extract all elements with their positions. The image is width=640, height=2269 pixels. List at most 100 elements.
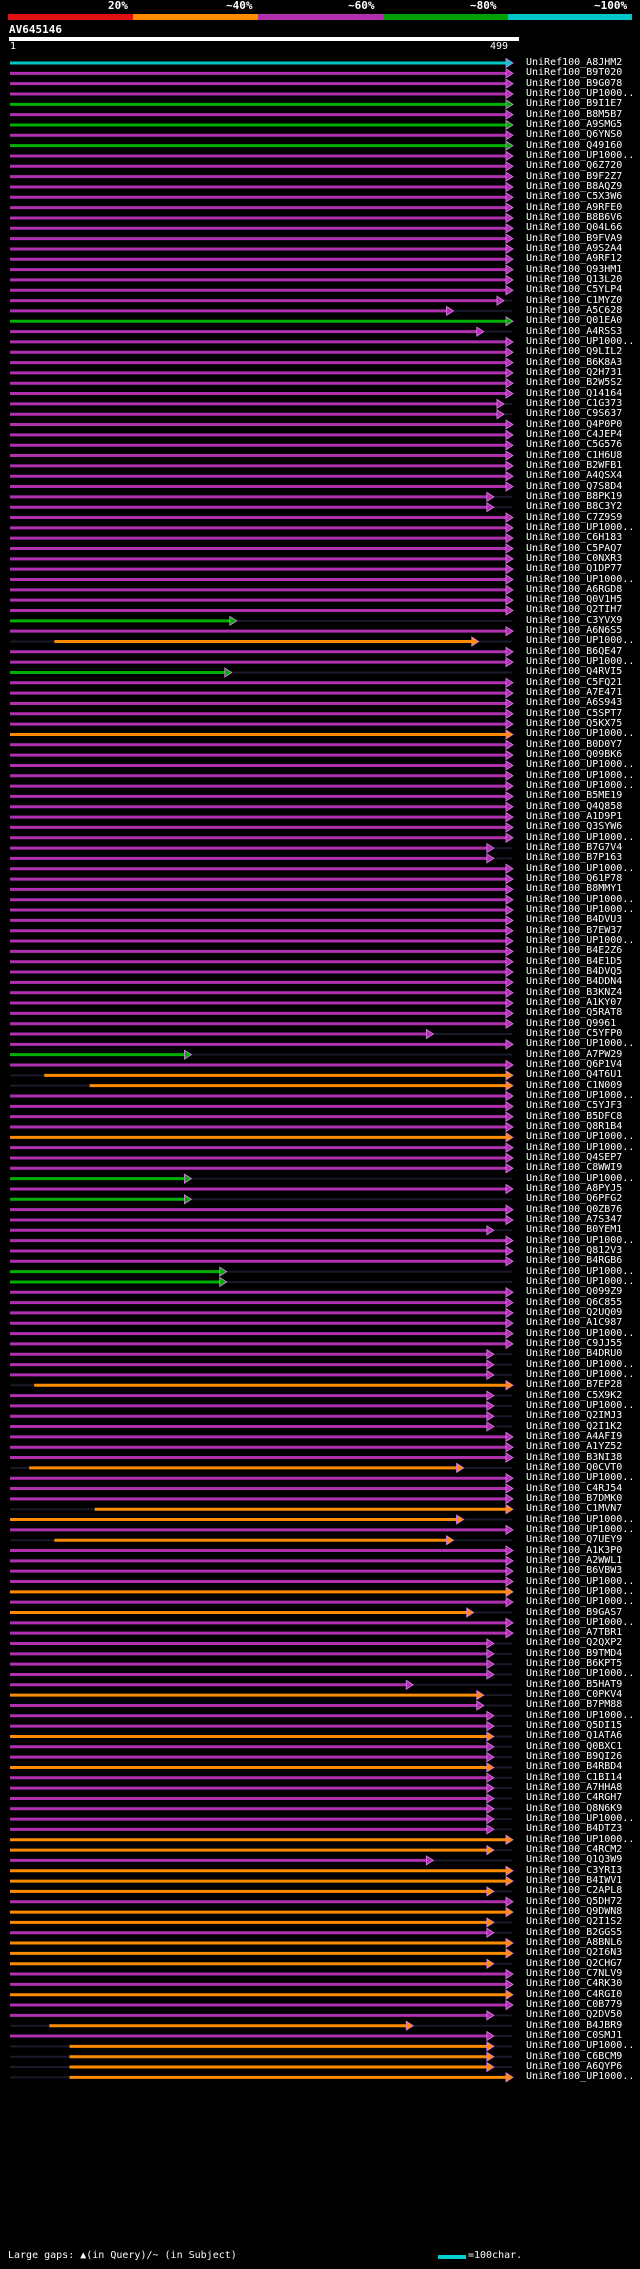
hit-label[interactable]: UniRef100_B5DFC8 — [526, 1110, 623, 1122]
hit-label[interactable]: UniRef100_Q1Q3W9 — [526, 1854, 623, 1866]
hit-label[interactable]: UniRef100_Q2I1S2 — [526, 1916, 623, 1928]
hit-label[interactable]: UniRef100_B8PK19 — [526, 490, 623, 502]
hit-label[interactable]: UniRef100_UP1000.. — [526, 1275, 635, 1287]
hit-label[interactable]: UniRef100_UP1000.. — [526, 2071, 635, 2083]
hit-label[interactable]: UniRef100_B5HAT9 — [526, 1678, 623, 1690]
hit-label[interactable]: UniRef100_Q5DI15 — [526, 1720, 623, 1732]
hit-label[interactable]: UniRef100_B6QE47 — [526, 645, 623, 657]
hit-label[interactable]: UniRef100_Q2CHG7 — [526, 1957, 623, 1969]
hit-label[interactable]: UniRef100_UP1000.. — [526, 780, 635, 792]
hit-label[interactable]: UniRef100_Q2TIH7 — [526, 604, 623, 616]
hit-label[interactable]: UniRef100_A1YZ52 — [526, 1441, 623, 1453]
hit-label[interactable]: UniRef100_Q8N6K9 — [526, 1802, 623, 1814]
hit-label[interactable]: UniRef100_UP1000.. — [526, 1172, 635, 1184]
hit-label[interactable]: UniRef100_UP1000.. — [526, 573, 635, 585]
hit-label[interactable]: UniRef100_B0YEM1 — [526, 1224, 623, 1236]
hit-label[interactable]: UniRef100_C5G576 — [526, 439, 623, 451]
hit-label[interactable]: UniRef100_Q812V3 — [526, 1244, 623, 1256]
hit-label[interactable]: UniRef100_A5C628 — [526, 304, 623, 316]
hit-label[interactable]: UniRef100_C1BI14 — [526, 1771, 623, 1783]
hit-label[interactable]: UniRef100_A1D9P1 — [526, 811, 623, 823]
hit-label[interactable]: UniRef100_UP1000.. — [526, 521, 635, 533]
hit-label[interactable]: UniRef100_Q2I1K2 — [526, 1420, 623, 1432]
hit-label[interactable]: UniRef100_A4RSS3 — [526, 325, 623, 337]
hit-label[interactable]: UniRef100_A8JHM2 — [526, 57, 623, 68]
hit-label[interactable]: UniRef100_Q4P0P0 — [526, 418, 623, 430]
hit-label[interactable]: UniRef100_B2GGS5 — [526, 1926, 623, 1938]
hit-label[interactable]: UniRef100_B7EP28 — [526, 1379, 623, 1391]
hit-label[interactable]: UniRef100_A7PW29 — [526, 1048, 623, 1060]
hit-label[interactable]: UniRef100_C9JJ55 — [526, 1337, 623, 1349]
hit-label[interactable]: UniRef100_C5PAQ7 — [526, 542, 623, 554]
hit-label[interactable]: UniRef100_Q09BK6 — [526, 749, 623, 761]
hit-label[interactable]: UniRef100_C5X9K2 — [526, 1389, 623, 1401]
hit-label[interactable]: UniRef100_B9F2Z7 — [526, 170, 623, 182]
hit-label[interactable]: UniRef100_Q9DWN8 — [526, 1906, 623, 1918]
hit-label[interactable]: UniRef100_UP1000.. — [526, 1141, 635, 1153]
hit-label[interactable]: UniRef100_B3KNZ4 — [526, 986, 623, 998]
hit-label[interactable]: UniRef100_UP1000.. — [526, 904, 635, 916]
hit-label[interactable]: UniRef100_C0B779 — [526, 1999, 623, 2011]
hit-label[interactable]: UniRef100_Q93HM1 — [526, 263, 623, 275]
hit-label[interactable]: UniRef100_C0NXR3 — [526, 552, 623, 564]
hit-label[interactable]: UniRef100_A6N6S5 — [526, 625, 623, 637]
hit-label[interactable]: UniRef100_UP1000.. — [526, 831, 635, 843]
hit-label[interactable]: UniRef100_C1N009 — [526, 1079, 623, 1091]
hit-label[interactable]: UniRef100_C3YRI3 — [526, 1864, 623, 1876]
hit-label[interactable]: UniRef100_C9S637 — [526, 408, 623, 420]
hit-label[interactable]: UniRef100_UP1000.. — [526, 1472, 635, 1484]
hit-label[interactable]: UniRef100_A9RF12 — [526, 253, 623, 265]
hit-label[interactable]: UniRef100_Q61P78 — [526, 873, 623, 885]
hit-label[interactable]: UniRef100_UP1000.. — [526, 1596, 635, 1608]
hit-label[interactable]: UniRef100_A6S943 — [526, 697, 623, 709]
hit-label[interactable]: UniRef100_UP1000.. — [526, 335, 635, 347]
hit-label[interactable]: UniRef100_B4DRU0 — [526, 1348, 623, 1360]
hit-label[interactable]: UniRef100_Q9LIL2 — [526, 346, 623, 358]
hit-label[interactable]: UniRef100_UP1000.. — [526, 1038, 635, 1050]
hit-label[interactable]: UniRef100_C3YVX9 — [526, 614, 623, 626]
hit-label[interactable]: UniRef100_Q0ZB76 — [526, 1203, 623, 1215]
hit-label[interactable]: UniRef100_UP1000.. — [526, 862, 635, 874]
hit-label[interactable]: UniRef100_Q04L66 — [526, 222, 623, 234]
hit-label[interactable]: UniRef100_UP1000.. — [526, 1090, 635, 1101]
hit-label[interactable]: UniRef100_B0D0Y7 — [526, 738, 623, 750]
hit-label[interactable]: UniRef100_UP1000.. — [526, 1616, 635, 1628]
hit-label[interactable]: UniRef100_Q5DH72 — [526, 1895, 623, 1907]
hit-label[interactable]: UniRef100_A1KY07 — [526, 997, 623, 1009]
hit-label[interactable]: UniRef100_B8MMY1 — [526, 883, 623, 895]
hit-label[interactable]: UniRef100_UP1000.. — [526, 2040, 635, 2052]
hit-label[interactable]: UniRef100_Q0BXC1 — [526, 1740, 623, 1752]
hit-label[interactable]: UniRef100_Q5KX75 — [526, 718, 623, 730]
hit-label[interactable]: UniRef100_UP1000.. — [526, 656, 635, 668]
hit-label[interactable]: UniRef100_C0SMJ1 — [526, 2030, 623, 2042]
hit-label[interactable]: UniRef100_C4JEP4 — [526, 428, 623, 440]
hit-label[interactable]: UniRef100_Q2DV50 — [526, 2009, 623, 2021]
hit-label[interactable]: UniRef100_C4RGH7 — [526, 1792, 623, 1804]
hit-label[interactable]: UniRef100_B9I1E7 — [526, 98, 623, 110]
hit-label[interactable]: UniRef100_Q099Z9 — [526, 1286, 623, 1298]
hit-label[interactable]: UniRef100_B4JBR9 — [526, 2019, 623, 2031]
hit-label[interactable]: UniRef100_UP1000.. — [526, 1368, 635, 1380]
hit-label[interactable]: UniRef100_C7Z9S9 — [526, 511, 623, 523]
hit-label[interactable]: UniRef100_UP1000.. — [526, 1813, 635, 1825]
hit-label[interactable]: UniRef100_B6VBW3 — [526, 1565, 623, 1577]
hit-label[interactable]: UniRef100_Q14164 — [526, 387, 623, 399]
hit-label[interactable]: UniRef100_B6KPT5 — [526, 1658, 623, 1670]
hit-label[interactable]: UniRef100_UP1000.. — [526, 1513, 635, 1525]
hit-label[interactable]: UniRef100_C2APL8 — [526, 1885, 623, 1897]
hit-label[interactable]: UniRef100_B7PM88 — [526, 1699, 623, 1711]
hit-label[interactable]: UniRef100_B7P163 — [526, 852, 623, 864]
hit-label[interactable]: UniRef100_C8WWI9 — [526, 1162, 623, 1174]
hit-label[interactable]: UniRef100_Q8R1B4 — [526, 1120, 623, 1132]
hit-label[interactable]: UniRef100_B6K8A3 — [526, 356, 623, 368]
hit-label[interactable]: UniRef100_B7G7V4 — [526, 842, 623, 854]
hit-label[interactable]: UniRef100_Q13L20 — [526, 273, 623, 285]
hit-label[interactable]: UniRef100_C5SPT7 — [526, 707, 623, 719]
hit-label[interactable]: UniRef100_B4E1D5 — [526, 955, 623, 967]
hit-label[interactable]: UniRef100_B4E2Z6 — [526, 945, 623, 957]
hit-label[interactable]: UniRef100_Q7UEY9 — [526, 1534, 623, 1546]
hit-label[interactable]: UniRef100_Q2QXP2 — [526, 1637, 623, 1649]
hit-label[interactable]: UniRef100_UP1000.. — [526, 1668, 635, 1680]
hit-label[interactable]: UniRef100_UP1000.. — [526, 728, 635, 740]
hit-label[interactable]: UniRef100_B8B6V6 — [526, 211, 623, 223]
